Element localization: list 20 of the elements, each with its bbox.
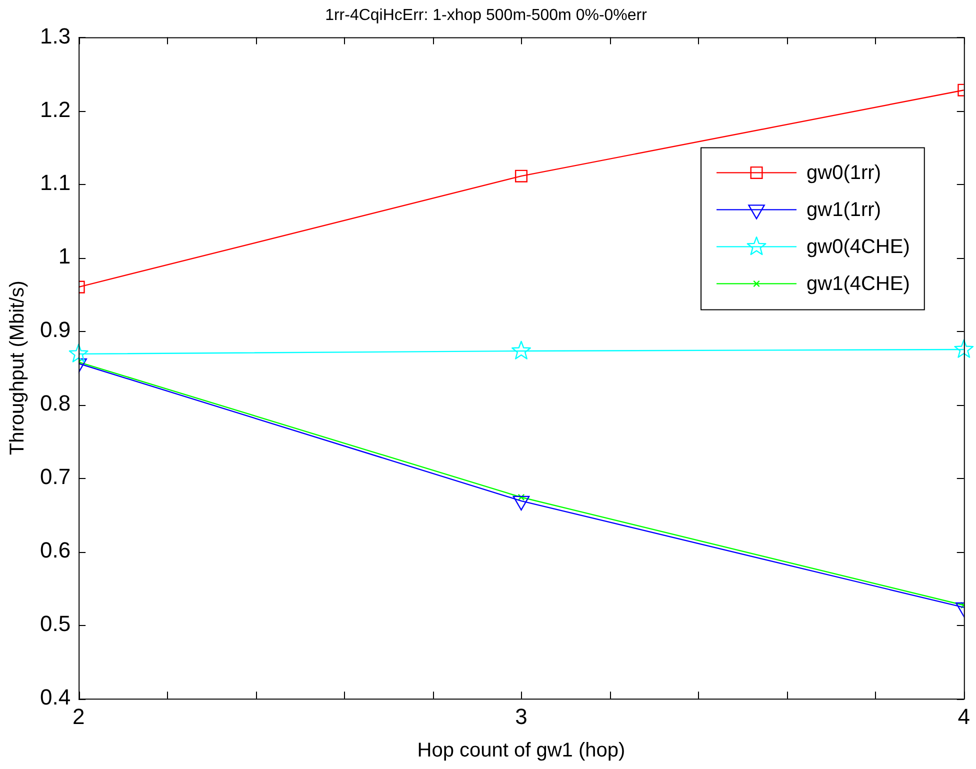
chart-title: 1rr-4CqiHcErr: 1-xhop 500m-500m 0%-0%err (325, 7, 648, 24)
legend-label: gw0(1rr) (806, 162, 881, 184)
x-axis-title: Hop count of gw1 (hop) (417, 740, 626, 762)
y-tick-label: 0.6 (40, 538, 71, 563)
x-tick-label: 4 (958, 704, 970, 729)
y-tick-label: 0.8 (40, 390, 71, 416)
y-tick-label: 0.9 (40, 317, 71, 342)
y-tick-label: 1.2 (40, 96, 71, 122)
legend-label: gw1(4CHE) (806, 273, 910, 296)
y-tick-label: 0.7 (40, 464, 71, 490)
y-tick-label: 0.5 (40, 611, 71, 636)
y-axis-title: Throughput (Mbit/s) (6, 280, 29, 456)
x-tick-label: 2 (72, 704, 85, 729)
y-tick-label: 1 (58, 244, 71, 269)
y-tick-label: 1.1 (40, 170, 71, 196)
y-tick-label: 1.3 (40, 23, 71, 48)
y-tick-label: 0.4 (40, 684, 71, 710)
x-tick-label: 3 (515, 704, 528, 729)
legend-label: gw1(1rr) (806, 199, 881, 222)
legend-label: gw0(4CHE) (806, 236, 910, 258)
